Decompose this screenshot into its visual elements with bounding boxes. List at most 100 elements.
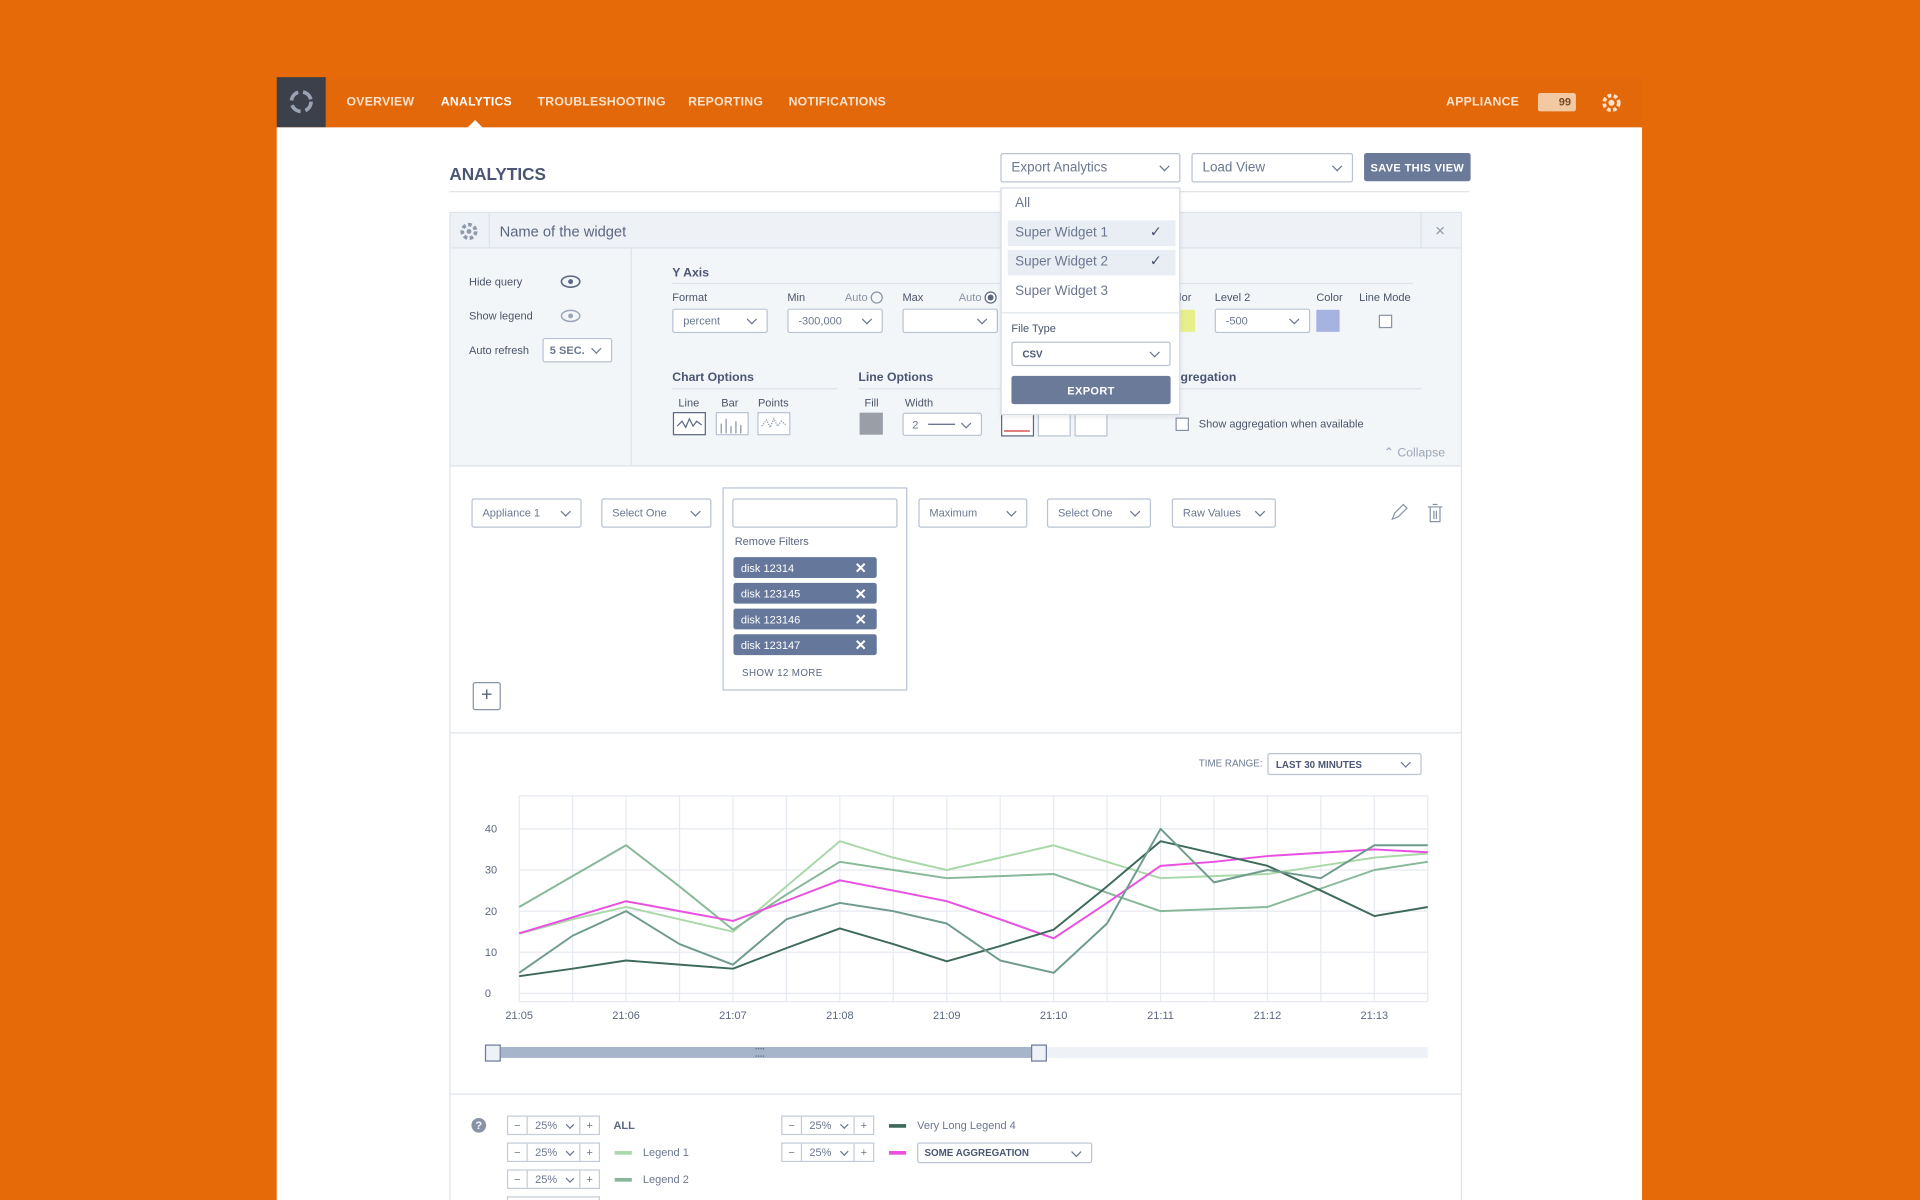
- opacity-value: 25%: [535, 1119, 558, 1132]
- series-line: [519, 840, 1428, 978]
- close-icon[interactable]: ×: [1435, 220, 1446, 240]
- menu-item-selected[interactable]: [1007, 249, 1176, 276]
- legend-label[interactable]: Legend 1: [642, 1146, 689, 1159]
- menu-item[interactable]: Super Widget 2: [1015, 254, 1108, 270]
- nav-item[interactable]: TROUBLESHOOTING: [537, 95, 666, 109]
- checkbox[interactable]: [1175, 417, 1189, 432]
- filter-tag[interactable]: disk 12314 ✕: [733, 557, 877, 578]
- filter-tag[interactable]: disk 123145 ✕: [733, 582, 877, 604]
- legend-swatch: [888, 1151, 907, 1155]
- opacity-control[interactable]: −25% +: [506, 1169, 600, 1189]
- chart-type-icons[interactable]: [672, 411, 794, 436]
- export-dropdown[interactable]: Export Analytics: [1000, 153, 1181, 183]
- legend-label[interactable]: Very Long Legend 4: [917, 1119, 1016, 1132]
- filter-tag[interactable]: disk 123146 ✕: [733, 608, 877, 630]
- divider: [1001, 312, 1180, 314]
- min-input[interactable]: -300,000: [787, 308, 883, 334]
- save-view-button[interactable]: SAVE THIS VIEW: [1364, 153, 1471, 182]
- menu-item[interactable]: Super Widget 1: [1015, 225, 1108, 240]
- tag-label: disk 12314: [740, 561, 795, 574]
- section-title: ggregation: [1173, 371, 1237, 385]
- x-tick-label: 21:10: [1040, 1010, 1068, 1022]
- range-handle[interactable]: [484, 1044, 501, 1062]
- select-dropdown[interactable]: Select One: [1046, 498, 1152, 528]
- legend-section: [449, 1093, 1463, 1200]
- logo[interactable]: [276, 77, 326, 128]
- color-swatch[interactable]: [1179, 309, 1196, 332]
- range-selection[interactable]: [492, 1046, 1039, 1058]
- checkbox[interactable]: [1378, 314, 1393, 329]
- refresh-dropdown[interactable]: 5 SEC.: [542, 337, 613, 363]
- label: Format: [672, 291, 708, 304]
- load-view-dropdown[interactable]: Load View: [1191, 153, 1354, 183]
- divider: [1420, 211, 1422, 249]
- menu-item-selected[interactable]: [1007, 220, 1176, 247]
- chart-section: [449, 732, 1463, 1095]
- eye-icon[interactable]: [560, 274, 582, 289]
- fill-swatch[interactable]: [859, 412, 883, 435]
- help-icon[interactable]: ?: [471, 1117, 487, 1133]
- label: Points: [757, 396, 789, 409]
- nav-active-marker: [467, 120, 483, 128]
- values-dropdown[interactable]: Raw Values: [1171, 498, 1276, 528]
- opacity-control[interactable]: −25% +: [781, 1115, 875, 1136]
- level2-input[interactable]: -500: [1214, 308, 1311, 334]
- export-button[interactable]: EXPORT: [1011, 375, 1171, 405]
- check-icon: ✓: [1149, 252, 1163, 270]
- tag-remove[interactable]: ✕: [854, 610, 867, 628]
- x-tick-label: 21:12: [1254, 1010, 1282, 1022]
- aggregation-dropdown[interactable]: SOME AGGREGATION: [917, 1142, 1093, 1164]
- file-type-dropdown[interactable]: CSV: [1011, 341, 1171, 367]
- eye-icon[interactable]: [560, 309, 582, 324]
- opacity-value: 25%: [535, 1173, 558, 1186]
- label: Auto: [844, 291, 868, 304]
- collapse-button[interactable]: ⌃ Collapse: [1384, 447, 1445, 460]
- menu-item[interactable]: All: [1015, 195, 1031, 211]
- time-range-dropdown[interactable]: LAST 30 MINUTES: [1267, 753, 1422, 776]
- label: Show aggregation when available: [1198, 417, 1364, 430]
- legend-label[interactable]: Legend 2: [642, 1173, 689, 1186]
- radio[interactable]: [984, 291, 997, 304]
- nav-appliance[interactable]: APPLIANCE: [1446, 95, 1520, 109]
- opacity-control[interactable]: −25% +: [781, 1142, 875, 1163]
- legend-all[interactable]: ALL: [613, 1119, 635, 1132]
- line-style-icons[interactable]: [1000, 413, 1110, 437]
- add-query-button[interactable]: +: [472, 682, 501, 711]
- widget-name[interactable]: Name of the widget: [499, 222, 627, 240]
- opacity-control[interactable]: −25% +: [506, 1115, 600, 1136]
- appliance-dropdown[interactable]: Appliance 1: [471, 498, 582, 528]
- row-actions[interactable]: [1389, 502, 1450, 524]
- collapse-label: Collapse: [1397, 446, 1446, 461]
- tag-label: disk 123146: [740, 612, 801, 626]
- nav-item[interactable]: ANALYTICS: [440, 95, 512, 109]
- menu-item[interactable]: Super Widget 3: [1015, 284, 1108, 299]
- select-dropdown[interactable]: Select One: [601, 498, 712, 528]
- format-dropdown[interactable]: percent: [672, 308, 768, 334]
- series-line: [518, 840, 1428, 935]
- filter-search[interactable]: [732, 498, 898, 528]
- label: Show legend: [468, 309, 533, 323]
- opacity-control[interactable]: −25% +: [506, 1142, 600, 1163]
- settings-icon[interactable]: [1599, 91, 1623, 115]
- tag-remove[interactable]: ✕: [854, 584, 867, 602]
- opacity-control[interactable]: [506, 1196, 600, 1200]
- label: File Type: [1011, 322, 1056, 335]
- remove-filters[interactable]: Remove Filters: [734, 535, 809, 548]
- tag-remove[interactable]: ✕: [854, 558, 867, 577]
- nav-item[interactable]: REPORTING: [688, 95, 764, 109]
- nav-item[interactable]: NOTIFICATIONS: [788, 95, 887, 109]
- label: Line: [678, 396, 700, 409]
- range-handle[interactable]: [1031, 1044, 1047, 1062]
- tag-remove[interactable]: ✕: [854, 636, 867, 654]
- metric-dropdown[interactable]: Maximum: [918, 498, 1028, 528]
- color-swatch[interactable]: [1316, 309, 1340, 332]
- max-input[interactable]: [902, 308, 998, 334]
- y-tick-label: 30: [485, 865, 497, 877]
- widget-settings-icon[interactable]: [458, 220, 480, 242]
- nav-item[interactable]: OVERVIEW: [346, 95, 415, 109]
- radio[interactable]: [870, 291, 883, 304]
- show-more[interactable]: SHOW 12 MORE: [742, 667, 823, 679]
- alerts-badge[interactable]: 99: [1537, 93, 1576, 112]
- filter-tag[interactable]: disk 123147 ✕: [733, 634, 877, 656]
